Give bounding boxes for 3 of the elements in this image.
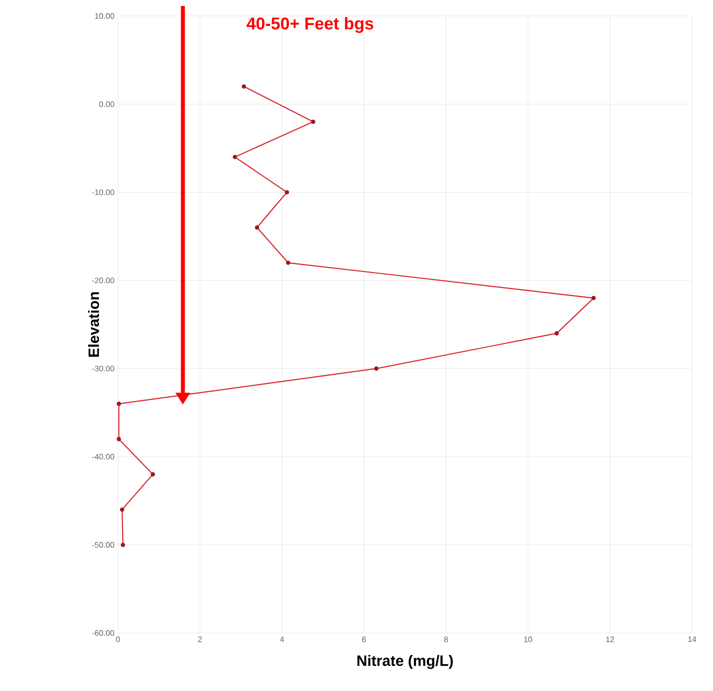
y-axis-title: Elevation (88, 292, 100, 357)
x-axis-title: Nitrate (mg/L) (357, 654, 453, 669)
annotation: 40-50+ Feet bgs (246, 17, 374, 33)
